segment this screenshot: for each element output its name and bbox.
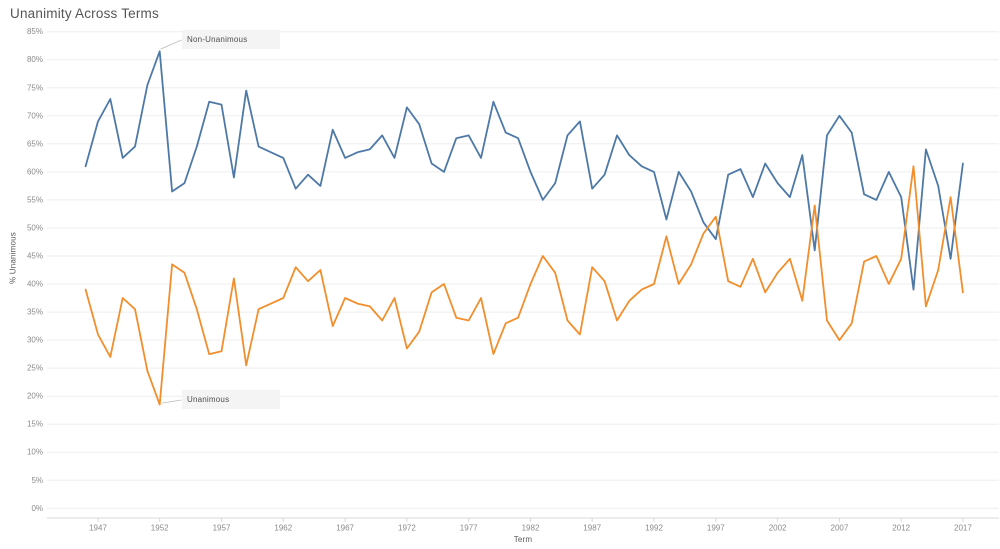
y-tick-label: 20% [27, 392, 43, 401]
gridlines [47, 31, 999, 509]
x-tick-label: 1967 [336, 524, 354, 533]
x-tick-label: 1962 [274, 524, 292, 533]
annotation-connector [161, 399, 182, 404]
x-tick-label: 1982 [522, 524, 540, 533]
y-tick-label: 40% [27, 280, 43, 289]
y-tick-label: 10% [27, 448, 43, 457]
y-tick-label: 75% [27, 83, 43, 92]
unanimous-line[interactable] [84, 165, 964, 406]
x-tick-label: 1977 [460, 524, 478, 533]
x-tick-label: 1987 [583, 524, 601, 533]
x-tick-label: 1992 [645, 524, 663, 533]
y-tick-label: 30% [27, 336, 43, 345]
y-tick-label: 45% [27, 252, 43, 261]
y-axis-title: % Unanimous [8, 231, 18, 285]
chart-title: Unanimity Across Terms [10, 6, 159, 21]
x-tick-label: 2002 [769, 524, 787, 533]
x-tick-marks [97, 518, 964, 522]
x-axis-title: Term [513, 535, 533, 544]
annotation-unanimous: Unanimous [182, 390, 280, 409]
x-tick-label: 1947 [89, 524, 107, 533]
y-tick-label: 85% [27, 27, 43, 36]
x-tick-label: 1997 [707, 524, 725, 533]
y-tick-label: 15% [27, 420, 43, 429]
non-unanimous-line[interactable] [84, 50, 964, 291]
y-tick-label: 50% [27, 223, 43, 232]
annotation-non-unanimous: Non-Unanimous [182, 30, 280, 49]
x-tick-label: 1972 [398, 524, 416, 533]
x-tick-label: 2007 [831, 524, 849, 533]
x-tick-label: 2017 [954, 524, 972, 533]
y-tick-label: 80% [27, 55, 43, 64]
x-tick-label: 1957 [213, 524, 231, 533]
annotation-connector [160, 39, 182, 50]
x-tick-labels: 1947 1952 1957 1962 1967 1972 1977 1982 1987 1992… [89, 524, 972, 533]
y-tick-labels: 0% 5% 10% 15% 20% 25% 30% 35% 40% 45% 50% 55% 60% 65%… [27, 27, 43, 513]
y-tick-label: 5% [31, 476, 43, 485]
x-tick-label: 2012 [892, 524, 910, 533]
x-tick-label: 1952 [151, 524, 169, 533]
y-tick-label: 65% [27, 139, 43, 148]
y-tick-label: 0% [31, 504, 43, 513]
y-tick-label: 35% [27, 308, 43, 317]
y-tick-label: 60% [27, 167, 43, 176]
y-tick-label: 25% [27, 364, 43, 373]
y-tick-label: 55% [27, 195, 43, 204]
y-tick-label: 70% [27, 111, 43, 120]
